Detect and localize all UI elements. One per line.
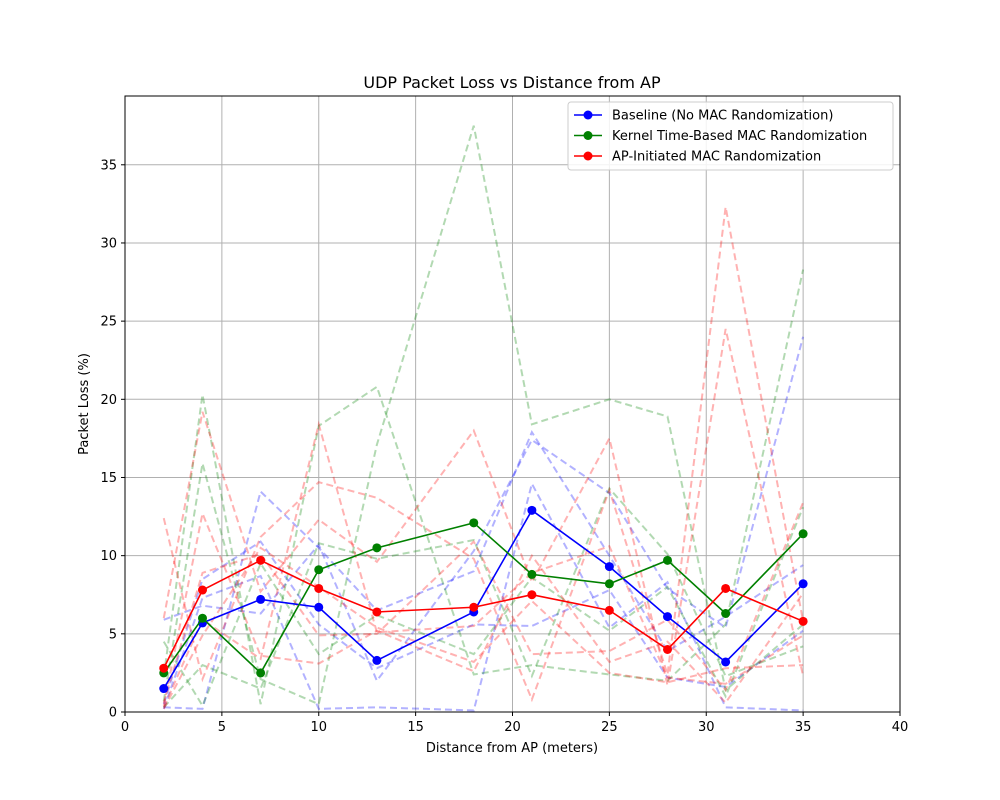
series-point	[663, 612, 672, 622]
individual-run-lines	[162, 125, 805, 712]
legend-marker	[583, 151, 593, 161]
series-point	[527, 569, 537, 579]
y-tick-label: 5	[109, 627, 117, 642]
series-point	[527, 505, 537, 515]
y-tick-label: 15	[100, 471, 117, 486]
series-lines	[159, 505, 808, 694]
chart-title: UDP Packet Loss vs Distance from AP	[363, 73, 661, 92]
x-tick-label: 25	[601, 720, 618, 735]
series-point	[256, 555, 266, 565]
series-point	[721, 583, 731, 593]
series-point	[314, 565, 324, 575]
x-tick-label: 5	[218, 720, 226, 735]
individual-run-line	[162, 509, 804, 706]
individual-run-line	[162, 502, 805, 703]
series-point	[721, 609, 731, 619]
series-point	[604, 605, 614, 615]
x-tick-label: 30	[698, 720, 715, 735]
legend-label: Baseline (No MAC Randomization)	[612, 109, 833, 124]
individual-run-line	[162, 420, 804, 708]
x-tick-label: 0	[121, 720, 129, 735]
x-tick-label: 20	[504, 720, 521, 735]
series-point	[159, 684, 169, 694]
series-point	[469, 518, 479, 528]
y-tick-label: 35	[100, 158, 117, 173]
series-point	[314, 602, 324, 612]
series-point	[198, 585, 207, 595]
series-point	[604, 562, 614, 572]
y-tick-label: 0	[109, 706, 117, 721]
x-tick-label: 40	[892, 720, 909, 735]
individual-run-line	[162, 481, 804, 712]
y-tick-label: 10	[100, 549, 117, 564]
y-axis-label: Packet Loss (%)	[77, 353, 92, 455]
legend-label: AP-Initiated MAC Randomization	[612, 150, 821, 165]
series-point	[256, 594, 266, 604]
legend-label: Kernel Time-Based MAC Randomization	[612, 129, 867, 144]
individual-run-line	[162, 540, 804, 705]
series-point	[527, 590, 537, 600]
x-tick-label: 35	[795, 720, 812, 735]
series-point	[469, 602, 479, 612]
series-point	[372, 543, 382, 553]
series-point	[198, 613, 207, 623]
individual-run-line	[162, 506, 805, 708]
series-point	[798, 579, 808, 589]
individual-run-line	[162, 206, 805, 703]
y-tick-label: 25	[100, 315, 117, 330]
y-axis-ticks: 0 5 10 15 20 25 30 35	[100, 158, 125, 721]
series-point	[314, 583, 324, 593]
individual-run-line	[163, 429, 804, 710]
x-axis-label: Distance from AP (meters)	[426, 741, 598, 756]
series-point	[798, 529, 808, 539]
series-point	[721, 657, 731, 667]
individual-run-line	[162, 546, 804, 710]
individual-run-line	[162, 328, 805, 686]
series-point	[663, 555, 672, 565]
y-tick-label: 30	[100, 236, 117, 251]
series-point	[372, 607, 382, 617]
series-point	[159, 663, 169, 673]
series-point	[798, 616, 808, 626]
legend-marker	[583, 110, 593, 120]
series-point	[604, 579, 614, 589]
individual-run-line	[163, 336, 805, 683]
individual-run-line	[163, 486, 804, 708]
y-tick-label: 20	[100, 393, 117, 408]
x-tick-label: 15	[407, 720, 424, 735]
legend-marker	[583, 131, 593, 140]
x-tick-label: 10	[310, 720, 327, 735]
individual-run-line	[162, 269, 805, 705]
series-point	[372, 655, 382, 665]
x-axis-ticks: 0 5 10 15 20 25 30 35 40	[121, 712, 908, 735]
series-point	[663, 644, 672, 654]
series-point	[256, 668, 266, 678]
legend-box	[567, 101, 894, 171]
legend: Baseline (No MAC Randomization) Kernel Ti…	[567, 101, 894, 171]
